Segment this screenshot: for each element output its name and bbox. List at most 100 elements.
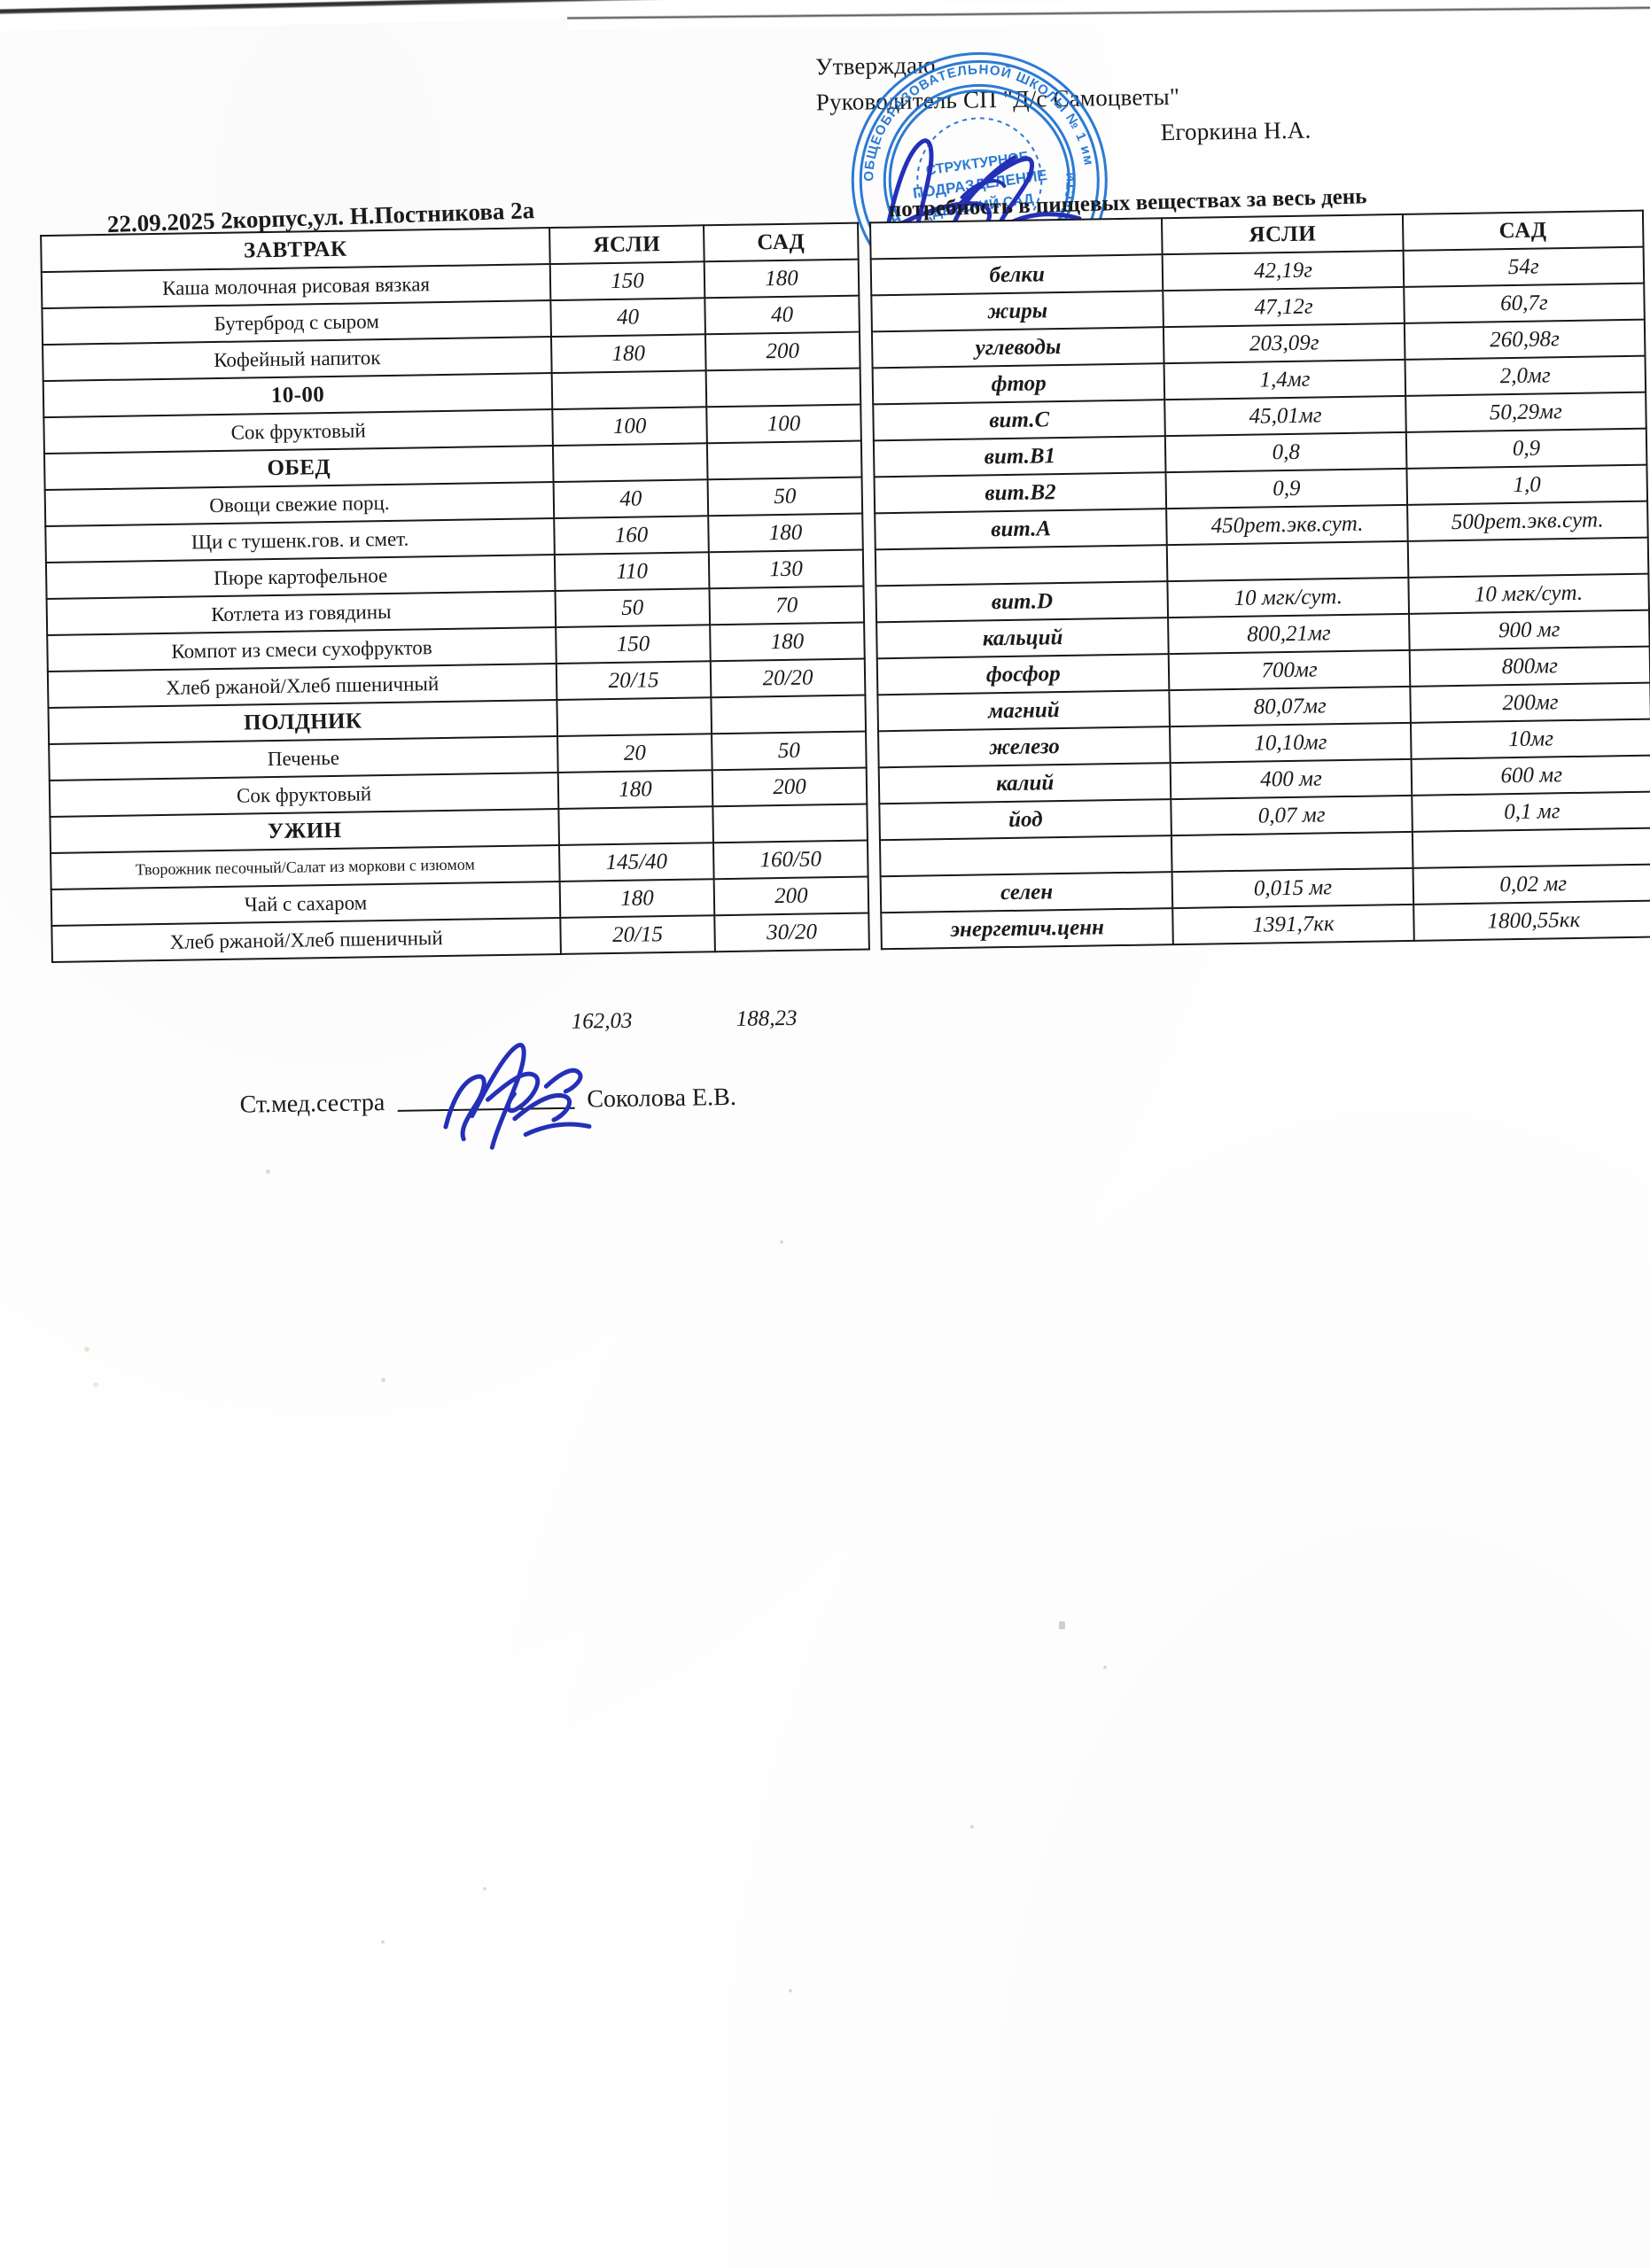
nutrient-name: вит.С [873, 400, 1166, 441]
nutrient-name: углеводы [871, 327, 1165, 369]
nutrient-name [879, 835, 1173, 877]
scan-speck [789, 1989, 792, 1992]
nutrient-sad-value: 2,0мг [1405, 355, 1646, 396]
total-yasli: 162,03 [571, 1008, 633, 1034]
menu-item-sad: 200 [712, 767, 868, 807]
menu-item-yasli: 180 [557, 770, 713, 809]
menu-table: ЗАВТРАК ЯСЛИ САД Каша молочная рисовая вязк… [40, 222, 870, 963]
nutrient-name: магний [877, 690, 1171, 732]
menu-item-yasli: 110 [554, 552, 710, 592]
nutrient-sad-value: 1800,55кк [1413, 900, 1650, 941]
scan-speck [381, 1940, 385, 1944]
nutrient-sad-value: 60,7г [1403, 283, 1645, 323]
menu-item-sad: 200 [704, 331, 860, 371]
approval-block: Утверждаю Руководитель СП "Д/с Самоцветы… [815, 39, 1437, 155]
nutrition-header-yasli: ЯСЛИ [1162, 214, 1404, 255]
menu-item-sad: 20/20 [710, 658, 866, 698]
nutrient-name: белки [870, 254, 1164, 296]
nutrition-header-sad: САД [1402, 210, 1644, 251]
menu-item-sad [712, 804, 868, 843]
scan-speck [381, 1378, 385, 1382]
nutrient-name: калий [878, 763, 1171, 804]
document-page: Утверждаю Руководитель СП "Д/с Самоцветы… [40, 21, 1650, 1150]
menu-header-yasli: ЯСЛИ [549, 225, 704, 265]
menu-item-yasli [551, 370, 707, 410]
nutrient-yasli-value: 450рет.экв.сут. [1166, 504, 1408, 546]
nutrient-yasli-value: 203,09г [1164, 322, 1405, 364]
menu-item-yasli: 180 [550, 334, 706, 374]
signature-rule [397, 1106, 575, 1112]
menu-item-sad [711, 695, 867, 734]
nutrient-sad-value: 10 мгк/сут. [1408, 573, 1649, 614]
menu-item-sad: 100 [706, 404, 861, 444]
nutrient-yasli-value: 10,10мг [1170, 722, 1412, 764]
menu-totals: 162,03 188,23 [549, 1006, 850, 1035]
nutrient-yasli-value: 800,21мг [1168, 613, 1410, 655]
nutrient-sad-value: 1,0 [1406, 464, 1648, 505]
nutrient-yasli-value: 45,01мг [1164, 395, 1406, 437]
menu-item-yasli: 20/15 [556, 661, 712, 700]
menu-item-yasli: 160 [554, 516, 709, 555]
menu-item-sad [705, 368, 861, 408]
nurse-name: Соколова Е.В. [587, 1083, 737, 1114]
nutrient-sad-value: 54г [1403, 246, 1645, 287]
menu-item-sad: 160/50 [712, 840, 868, 880]
nutrient-yasli-value: 10 мгк/сут. [1167, 577, 1409, 618]
nutrient-sad-value: 200мг [1410, 682, 1650, 723]
nutrient-sad-value: 800мг [1409, 646, 1650, 687]
nutrient-name: жиры [871, 291, 1164, 332]
menu-item-yasli: 40 [550, 298, 705, 338]
stamp-inner-line-1: СТРУКТУРНОЕ [925, 150, 1030, 179]
menu-item-sad: 30/20 [714, 913, 869, 952]
nutrient-sad-value: 10мг [1410, 718, 1650, 759]
menu-header-sad: САД [704, 222, 859, 262]
menu-item-sad: 130 [708, 549, 864, 589]
nutrient-yasli-value [1171, 831, 1413, 873]
nutrition-table: ЯСЛИ САД белки 42,19г 54г жиры 47,12г 60,7г угле… [869, 210, 1650, 951]
scan-speck [780, 1240, 783, 1244]
nutrient-name: энергетич.ценн [881, 908, 1174, 950]
nutrient-yasli-value: 0,015 мг [1172, 867, 1413, 909]
nutrient-name: кальций [876, 617, 1170, 659]
nutrient-yasli-value: 0,8 [1165, 431, 1407, 473]
nutrient-name: вит.В2 [874, 472, 1167, 514]
nutrient-name: вит.D [876, 581, 1169, 623]
nutrient-sad-value: 0,02 мг [1413, 864, 1650, 905]
menu-item-sad: 50 [707, 477, 863, 517]
nutrient-yasli-value: 1,4мг [1164, 359, 1405, 400]
menu-item-yasli: 20 [557, 734, 712, 773]
nutrient-sad-value [1412, 827, 1650, 868]
nutrient-yasli-value: 47,12г [1163, 286, 1405, 328]
nurse-label: Ст.мед.сестра [239, 1089, 385, 1119]
menu-item-sad: 70 [709, 586, 865, 625]
nutrition-header-name [870, 218, 1164, 260]
nutrient-yasli-value: 42,19г [1163, 250, 1404, 291]
scan-speck [93, 1382, 98, 1387]
menu-item-sad: 200 [713, 876, 869, 916]
menu-item-yasli [556, 697, 712, 736]
nutrient-yasli-value: 400 мг [1171, 758, 1412, 800]
menu-item-yasli [558, 806, 713, 845]
menu-item-sad: 180 [708, 513, 863, 553]
nutrient-yasli-value: 80,07мг [1169, 686, 1411, 727]
menu-item-yasli: 180 [559, 879, 715, 918]
menu-item-sad [706, 440, 862, 480]
menu-item-yasli: 20/15 [560, 915, 715, 954]
scan-speck [970, 1825, 974, 1829]
menu-item-yasli: 40 [553, 479, 709, 519]
nutrient-name: железо [878, 726, 1171, 768]
nutrient-sad-value [1407, 537, 1649, 578]
nutrient-yasli-value: 0,9 [1165, 468, 1407, 509]
menu-item-yasli: 145/40 [559, 843, 714, 882]
scan-speck [1103, 1666, 1107, 1669]
nutrient-name: вит.В1 [873, 436, 1166, 478]
nutrient-sad-value: 50,29мг [1405, 392, 1646, 432]
scan-speck [1059, 1621, 1065, 1629]
nutrient-yasli-value [1167, 540, 1409, 582]
menu-item-sad: 40 [704, 295, 860, 335]
nutrient-name: вит.А [875, 509, 1168, 550]
menu-item-yasli: 50 [555, 588, 711, 628]
nutrient-yasli-value: 0,07 мг [1171, 795, 1413, 836]
menu-item-name: Хлеб ржаной/Хлеб пшеничный [51, 917, 561, 962]
nutrient-sad-value: 0,9 [1405, 428, 1647, 469]
